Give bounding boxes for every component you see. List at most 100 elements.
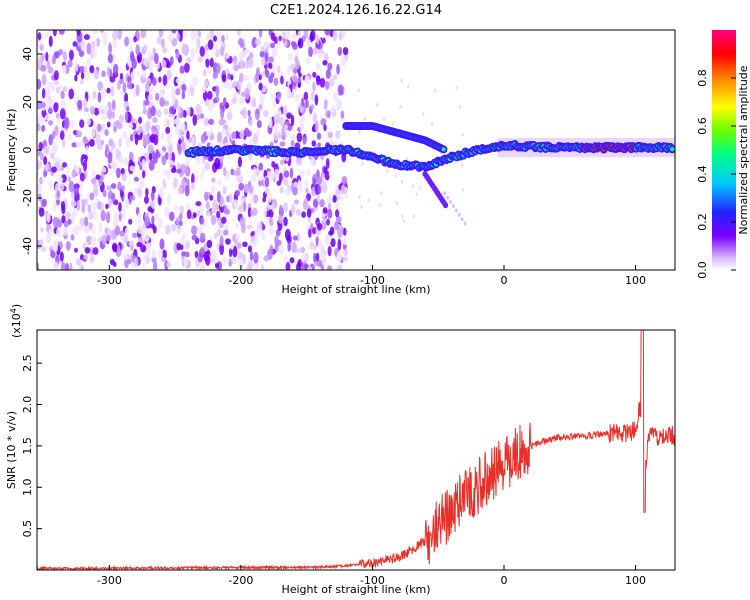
noise-speckle xyxy=(160,38,165,48)
noise-speckle xyxy=(284,228,291,241)
noise-speckle xyxy=(325,80,330,90)
noise-speckle xyxy=(207,118,214,125)
noise-speckle xyxy=(64,263,70,270)
noise-speckle xyxy=(291,204,296,215)
noise-speckle xyxy=(102,36,108,46)
noise-speckle xyxy=(152,47,156,56)
noise-speckle xyxy=(136,241,143,248)
snr-content xyxy=(37,330,675,570)
x-tick-label: -300 xyxy=(97,574,122,587)
noise-speckle xyxy=(44,31,49,39)
noise-speckle xyxy=(206,239,213,249)
noise-speckle xyxy=(59,251,64,262)
noise-speckle xyxy=(244,47,250,54)
noise-speckle xyxy=(89,138,95,147)
noise-speckle xyxy=(173,118,178,125)
noise-speckle xyxy=(63,51,67,62)
y-tick-label: 40 xyxy=(21,47,34,61)
noise-speckle xyxy=(137,217,142,224)
noise-speckle xyxy=(267,191,273,203)
noise-speckle xyxy=(37,100,43,110)
noise-speckle xyxy=(37,78,42,90)
noise-speckle xyxy=(323,124,327,132)
noise-speckle xyxy=(63,117,70,130)
noise-speckle xyxy=(68,49,74,61)
noise-speckle xyxy=(88,221,93,231)
noise-speckle xyxy=(172,177,178,189)
x-tick-label: 0 xyxy=(500,574,507,587)
noise-speckle xyxy=(186,130,190,140)
noise-speckle xyxy=(316,75,321,86)
noise-speckle xyxy=(303,263,309,269)
noise-speckle xyxy=(307,217,312,223)
noise-speckle xyxy=(195,103,202,115)
noise-speckle xyxy=(190,225,197,236)
noise-speckle xyxy=(192,76,198,87)
noise-speckle xyxy=(286,87,292,100)
noise-speckle xyxy=(93,69,100,80)
noise-speckle xyxy=(48,35,53,47)
colorbar-tick-label: 0.0 xyxy=(696,261,709,279)
noise-speckle xyxy=(86,57,92,68)
noise-speckle xyxy=(321,251,326,263)
noise-speckle xyxy=(278,244,284,256)
noise-speckle xyxy=(278,204,284,217)
noise-speckle xyxy=(66,165,70,177)
noise-speckle xyxy=(68,180,75,193)
noise-speckle xyxy=(239,129,245,140)
noise-speckle xyxy=(189,84,195,97)
noise-speckle xyxy=(96,143,103,150)
noise-speckle xyxy=(97,81,104,92)
noise-speckle xyxy=(190,48,195,60)
noise-speckle xyxy=(279,141,286,147)
noise-speckle xyxy=(235,223,240,229)
noise-speckle xyxy=(56,118,61,125)
noise-speckle xyxy=(67,176,72,183)
x-tick-label: 100 xyxy=(625,274,646,287)
noise-speckle xyxy=(197,56,204,63)
noise-speckle xyxy=(214,43,219,50)
noise-speckle xyxy=(216,132,223,143)
noise-speckle xyxy=(153,134,159,146)
noise-speckle xyxy=(82,137,89,145)
noise-speckle xyxy=(308,244,314,250)
noise-speckle xyxy=(119,230,125,237)
noise-speckle xyxy=(234,189,241,197)
noise-speckle xyxy=(42,169,47,178)
noise-speckle xyxy=(207,211,211,218)
noise-speckle xyxy=(336,99,341,111)
noise-speckle xyxy=(80,40,86,52)
noise-speckle xyxy=(415,192,418,197)
noise-speckle xyxy=(129,195,136,201)
noise-speckle xyxy=(214,262,220,269)
noise-speckle xyxy=(196,37,201,50)
noise-speckle xyxy=(288,52,293,62)
noise-speckle xyxy=(120,167,125,175)
noise-speckle xyxy=(177,186,183,195)
noise-speckle xyxy=(185,140,190,149)
noise-speckle xyxy=(358,130,361,135)
noise-speckle xyxy=(118,137,122,148)
noise-speckle xyxy=(201,166,207,173)
noise-speckle xyxy=(124,92,129,104)
noise-speckle xyxy=(312,71,317,78)
noise-speckle xyxy=(324,234,329,246)
noise-speckle xyxy=(83,198,89,206)
noise-speckle xyxy=(308,46,313,58)
noise-speckle xyxy=(332,195,337,203)
noise-speckle xyxy=(184,30,188,39)
noise-speckle xyxy=(160,59,167,69)
noise-speckle xyxy=(298,155,303,166)
noise-speckle xyxy=(315,34,320,45)
noise-speckle xyxy=(206,90,213,100)
noise-speckle xyxy=(363,117,366,122)
noise-speckle xyxy=(105,211,111,224)
noise-speckle xyxy=(268,217,273,224)
noise-speckle xyxy=(336,215,342,224)
noise-speckle xyxy=(37,123,41,132)
noise-speckle xyxy=(293,67,297,75)
noise-speckle xyxy=(411,184,415,189)
noise-speckle xyxy=(92,90,97,100)
noise-speckle xyxy=(219,102,224,110)
snr-background xyxy=(37,330,675,570)
